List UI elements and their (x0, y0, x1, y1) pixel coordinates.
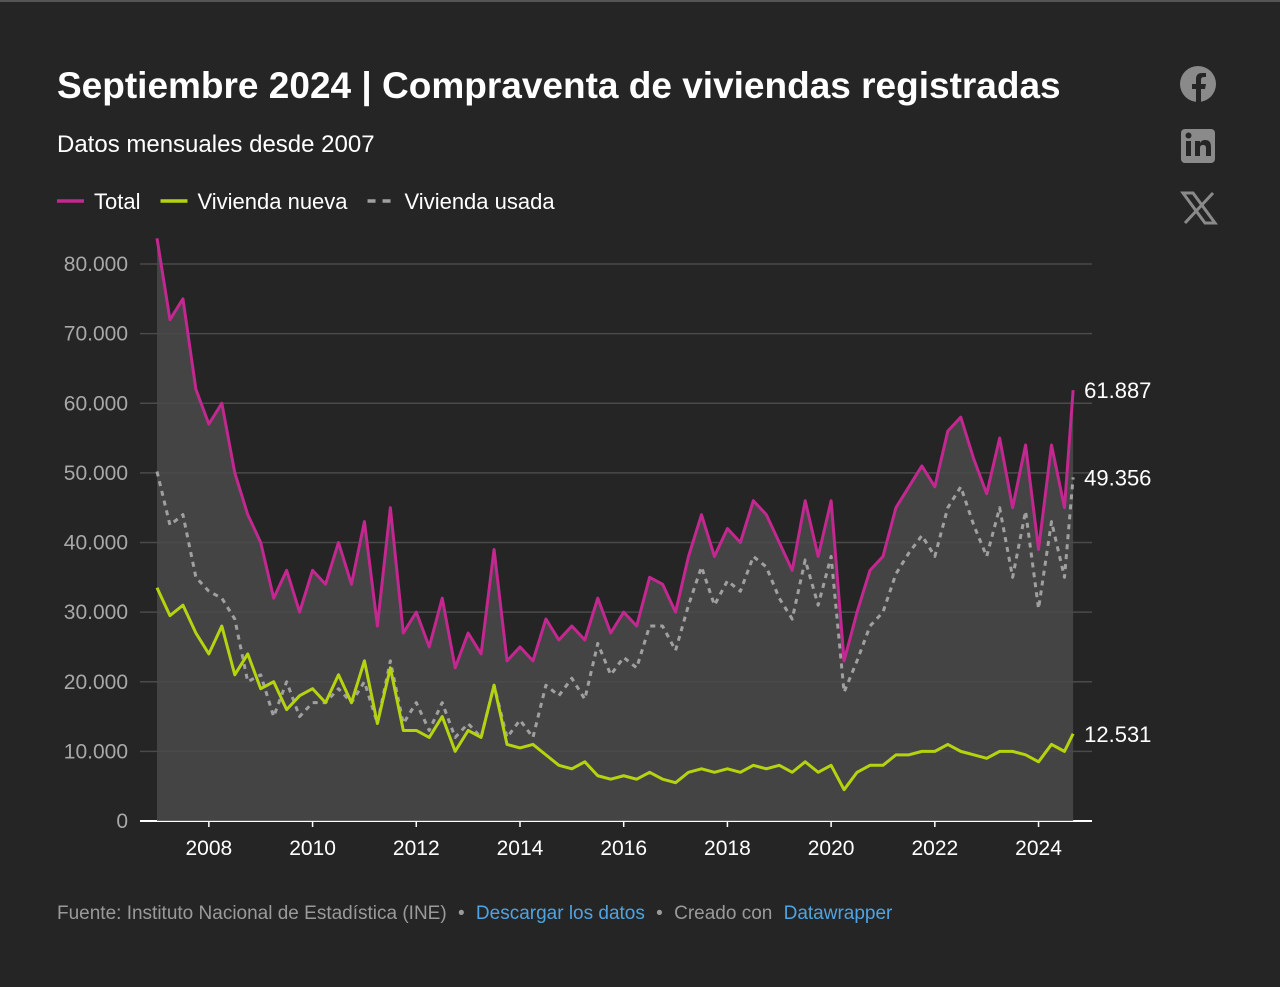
download-link[interactable]: Descargar los datos (476, 903, 645, 924)
footer: Fuente: Instituto Nacional de Estadístic… (57, 903, 893, 924)
y-tick-label: 60.000 (64, 392, 128, 415)
separator: • (656, 903, 663, 924)
x-tick-label: 2010 (289, 837, 336, 860)
share-icons (1180, 66, 1218, 225)
end-label: 12.531 (1084, 722, 1151, 747)
top-border (0, 0, 1280, 2)
x-tick-label: 2014 (497, 837, 544, 860)
x-tick-label: 2016 (600, 837, 647, 860)
separator: • (458, 903, 465, 924)
x-icon[interactable] (1180, 191, 1218, 225)
x-tick-label: 2020 (808, 837, 855, 860)
plot-area: 0 10.000 20.000 30.000 40.000 50.000 60.000 70.… (64, 238, 1151, 860)
tool-link[interactable]: Datawrapper (784, 903, 893, 924)
end-label: 49.356 (1084, 465, 1151, 490)
line (155, 587, 1075, 792)
source: Fuente: Instituto Nacional de Estadístic… (57, 903, 447, 924)
chart-title: Septiembre 2024 | Compraventa de viviend… (57, 65, 1061, 107)
y-tick-label: 10.000 (64, 740, 128, 763)
y-tick-label: 70.000 (64, 323, 128, 346)
y-tick-label: 50.000 (64, 462, 128, 485)
x-tick-label: 2024 (1015, 837, 1062, 860)
y-tick-label: 20.000 (64, 671, 128, 694)
legend-label: Vivienda nueva (197, 189, 348, 214)
facebook-icon[interactable] (1180, 66, 1216, 102)
end-label: 61.887 (1084, 378, 1151, 403)
chart-subtitle: Datos mensuales desde 2007 (57, 131, 375, 158)
series-layer (155, 238, 1075, 821)
y-tick-label: 40.000 (64, 532, 128, 555)
x-tick-label: 2018 (704, 837, 751, 860)
x-tick-label: 2008 (185, 837, 232, 860)
created-with: Creado con (674, 903, 772, 924)
linkedin-icon[interactable] (1181, 129, 1215, 163)
x-tick-label: 2022 (911, 837, 958, 860)
line (155, 238, 1075, 670)
y-tick-label: 80.000 (64, 253, 128, 276)
legend-label: Total (94, 189, 140, 214)
x-tick-label: 2012 (393, 837, 440, 860)
y-tick-label: 0 (116, 810, 128, 833)
legend-label: Vivienda usada (405, 189, 556, 214)
y-tick-label: 30.000 (64, 601, 128, 624)
area (157, 238, 1074, 821)
legend: Total Vivienda nueva Vivienda usada (57, 189, 555, 214)
